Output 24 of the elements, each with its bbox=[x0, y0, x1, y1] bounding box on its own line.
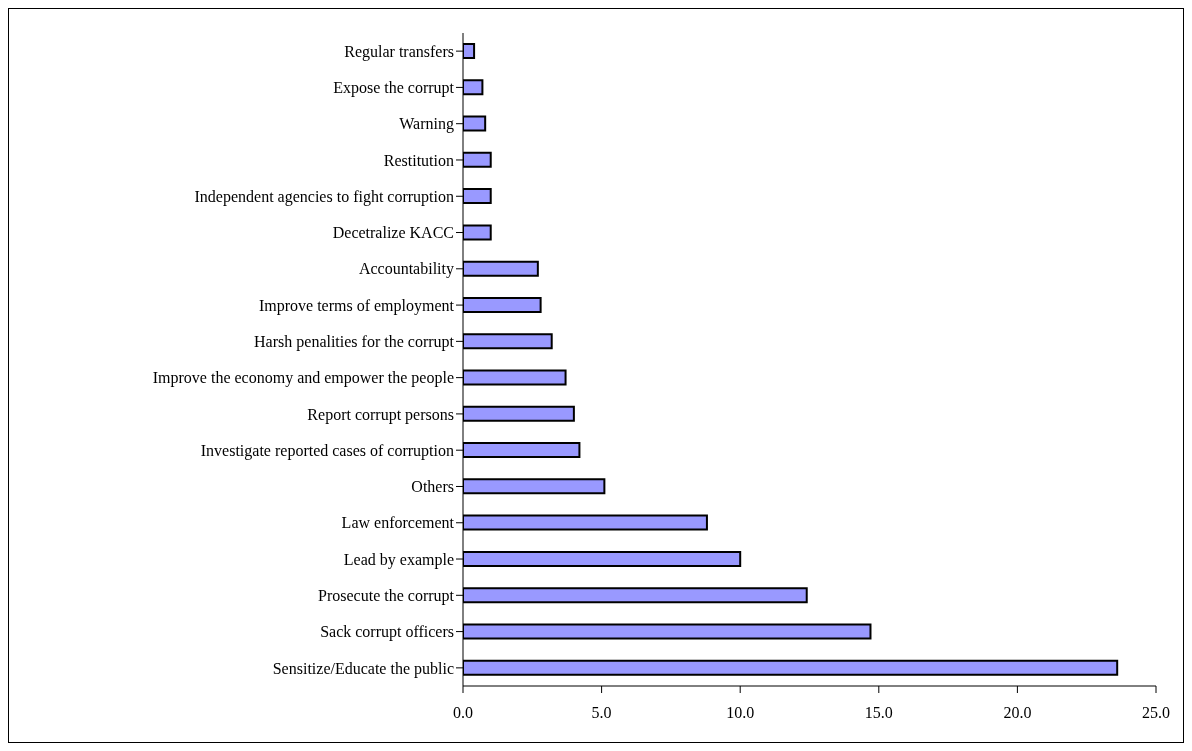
y-tick-label: Expose the corrupt bbox=[333, 79, 455, 98]
y-tick-label: Decetralize KACC bbox=[332, 224, 454, 242]
y-tick-label: Law enforcement bbox=[341, 514, 455, 532]
y-tick-label: Improve terms of employment bbox=[258, 296, 455, 315]
y-tick-label: Accountability bbox=[358, 260, 454, 279]
y-tick-label: Restitution bbox=[383, 151, 454, 169]
x-tick-label: 5.0 bbox=[591, 704, 612, 722]
x-tick-label: 20.0 bbox=[1003, 704, 1032, 722]
y-tick-label: Independent agencies to fight corruption bbox=[194, 187, 454, 206]
y-tick-label: Warning bbox=[399, 115, 454, 134]
y-tick-label: Report corrupt persons bbox=[307, 405, 454, 424]
x-tick-label: 0.0 bbox=[453, 704, 473, 722]
y-tick-label: Harsh penalities for the corrupt bbox=[254, 333, 455, 352]
y-tick-label: Improve the economy and empower the people bbox=[152, 369, 454, 388]
y-tick-label: Lead by example bbox=[343, 550, 454, 569]
x-tick-label: 15.0 bbox=[864, 704, 893, 722]
y-tick-label: Investigate reported cases of corruption bbox=[200, 441, 454, 460]
y-tick-label: Regular transfers bbox=[344, 42, 454, 61]
y-tick-label: Sensitize/Educate the public bbox=[272, 659, 454, 678]
y-tick-label: Others bbox=[411, 478, 454, 496]
y-tick-label: Prosecute the corrupt bbox=[318, 586, 455, 605]
y-tick-label: Sack corrupt officers bbox=[320, 623, 454, 642]
x-tick-label: 10.0 bbox=[726, 704, 755, 722]
x-tick-label: 25.0 bbox=[1142, 704, 1170, 722]
